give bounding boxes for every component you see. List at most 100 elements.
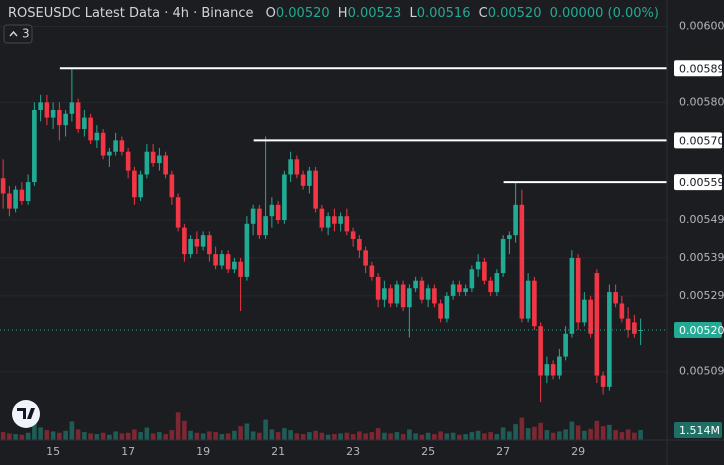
volume-bar: [469, 432, 475, 440]
toggle-box: [3, 24, 33, 44]
volume-bar: [82, 432, 87, 440]
volume-bar: [94, 434, 100, 440]
candle-body: [557, 356, 562, 376]
volume-bar: [300, 434, 306, 440]
candle-body: [625, 318, 631, 330]
level-label-box: [674, 60, 722, 77]
ohlc-value: 0.00520: [276, 6, 330, 21]
volume-bar: [607, 424, 612, 440]
x-tick-label: 27: [496, 445, 510, 458]
volume-bar: [488, 432, 493, 440]
candle-body: [125, 151, 131, 171]
candle-body: [132, 170, 137, 198]
volume-bar: [188, 430, 193, 440]
candle-body: [0, 178, 6, 194]
volume-bar: [282, 428, 287, 440]
candle-body: [525, 280, 531, 319]
volume-bar: [338, 433, 343, 440]
candle-body: [425, 288, 431, 300]
volume-bar: [244, 423, 250, 440]
volume-bar: [219, 434, 225, 440]
x-tick-label: 25: [421, 445, 435, 458]
volume-bar: [457, 434, 462, 440]
candle-body: [244, 223, 250, 277]
candle-body: [575, 257, 581, 323]
ohlc-value: 0.00523: [348, 6, 402, 21]
volume-bar: [507, 431, 512, 440]
volume-bar: [19, 434, 25, 440]
x-tick-label: 29: [571, 445, 585, 458]
volume-bar: [313, 430, 318, 440]
candle-body: [382, 288, 387, 300]
level-label: 0.00559: [679, 176, 724, 189]
volume-bar: [619, 432, 625, 440]
volume-bar: [57, 432, 62, 440]
header: ROSEUSDC Latest Data · 4h · Binance O0.0…: [8, 6, 659, 21]
y-tick-label: 0.00580: [679, 95, 724, 108]
volume-bar: [588, 428, 593, 440]
volume-bar: [557, 431, 562, 440]
candle-body: [288, 159, 293, 175]
volume-bar: [207, 431, 212, 440]
volume-bar: [413, 433, 418, 440]
indicator-toggle[interactable]: 3: [3, 24, 33, 44]
volume-bar: [32, 422, 37, 440]
volume-bar: [63, 430, 68, 440]
volume-bar: [69, 421, 75, 440]
volume-bar: [482, 433, 487, 440]
candle-body: [82, 117, 87, 129]
candle-body: [388, 288, 393, 304]
volume-bar: [250, 431, 256, 440]
volume-bar: [475, 430, 481, 440]
volume-bar: [513, 424, 518, 440]
candle-body: [138, 174, 143, 198]
candle-body: [182, 227, 187, 255]
candle-body: [588, 299, 593, 334]
volume-bar: [0, 432, 6, 440]
candle-body: [369, 265, 375, 277]
volume-bar: [369, 432, 375, 440]
candle-body: [144, 151, 150, 175]
candle-body: [257, 208, 262, 236]
y-tick-label: 0.00509: [679, 365, 724, 378]
volume-bar: [419, 434, 425, 440]
volume-bar: [7, 433, 12, 440]
volume-bar: [150, 433, 156, 440]
volume-bar: [307, 432, 312, 440]
candle-body: [263, 216, 268, 236]
volume-bar: [169, 430, 175, 440]
volume-bar: [407, 429, 412, 440]
volume-bar: [519, 417, 525, 440]
volume-bar: [357, 431, 362, 440]
candle-body: [632, 322, 637, 334]
candle-body: [338, 216, 343, 224]
candle-body: [150, 151, 156, 164]
x-tick-label: 23: [346, 445, 360, 458]
candle-body: [500, 238, 506, 274]
volume-bar: [394, 432, 400, 440]
volume-bar: [294, 433, 300, 440]
volume-bar: [88, 433, 93, 440]
last-price-box: [674, 322, 722, 338]
y-tick-label: 0.00539: [679, 251, 724, 264]
volume-bar: [575, 425, 581, 440]
level-label: 0.00589: [679, 62, 724, 75]
candle-body: [175, 197, 181, 228]
candle-body: [100, 132, 106, 156]
volume-bar: [132, 429, 137, 440]
candle-body: [513, 204, 518, 236]
candle-body: [488, 280, 493, 293]
candle-body: [494, 273, 500, 293]
volume-bar: [375, 428, 381, 440]
candle-body: [607, 292, 612, 387]
volume-bar: [288, 430, 293, 440]
candle-body: [282, 174, 287, 220]
candle-body: [319, 208, 325, 228]
volume-bar: [625, 429, 631, 440]
volume-bar: [500, 427, 506, 440]
logo: [12, 400, 40, 428]
candle-body: [19, 189, 25, 202]
